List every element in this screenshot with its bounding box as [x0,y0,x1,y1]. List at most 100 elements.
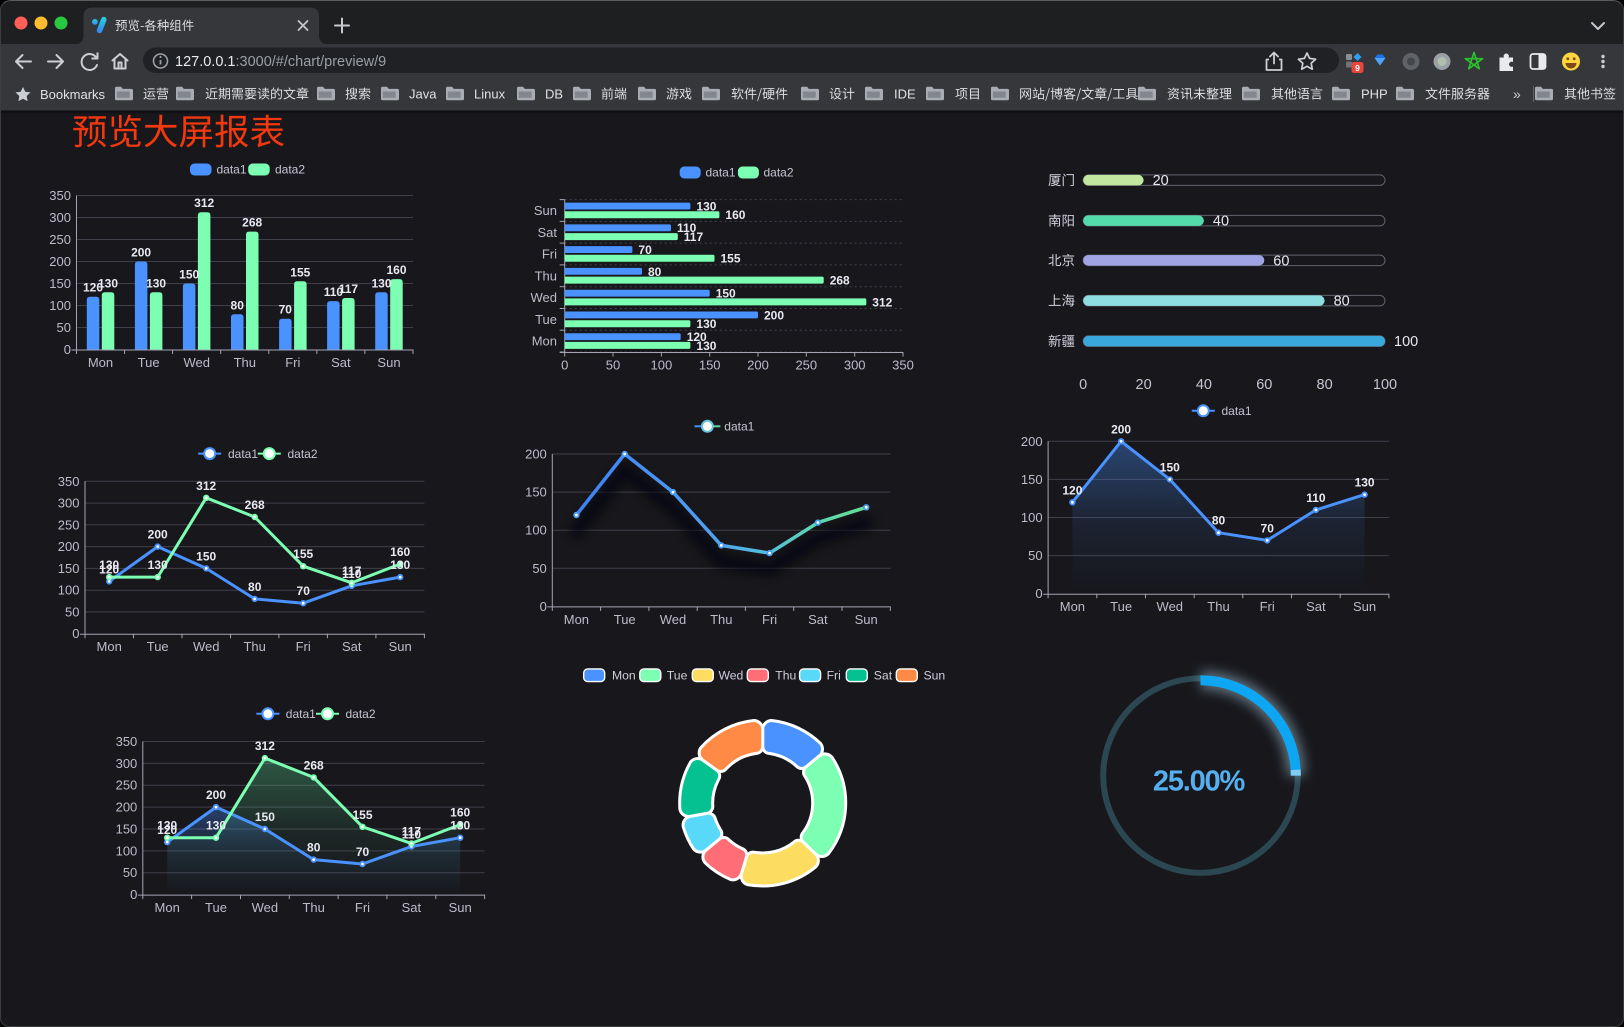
svg-text:250: 250 [795,358,817,373]
svg-text:Sun: Sun [389,639,412,654]
svg-text:50: 50 [606,358,620,373]
svg-text:120: 120 [1062,483,1082,497]
svg-text:Sat: Sat [402,900,422,915]
svg-text:Thu: Thu [243,639,265,654]
svg-text:Tue: Tue [205,900,227,915]
svg-text:130: 130 [157,819,177,833]
svg-text:200: 200 [58,539,80,554]
svg-text:150: 150 [255,810,275,824]
svg-text:Wed: Wed [660,612,687,627]
svg-text:100: 100 [116,843,138,858]
svg-text:160: 160 [386,263,406,277]
svg-text:Sat: Sat [1306,599,1326,614]
svg-text:150: 150 [49,276,71,291]
svg-text:250: 250 [116,778,138,793]
svg-text:Sun: Sun [924,668,946,682]
svg-text:200: 200 [1111,422,1131,436]
svg-text:300: 300 [58,496,80,511]
svg-text:Mon: Mon [532,334,557,349]
svg-text:130: 130 [146,276,166,290]
svg-text:Mon: Mon [97,639,122,654]
svg-text:150: 150 [1160,460,1180,474]
svg-text:200: 200 [1021,434,1043,449]
svg-text:100: 100 [651,358,673,373]
svg-text:70: 70 [297,584,311,598]
svg-text:120: 120 [99,562,119,576]
svg-text:Mon: Mon [564,612,589,627]
svg-text:Fri: Fri [285,355,300,370]
svg-text:100: 100 [58,583,80,598]
svg-text:127.0.0.1:3000/#/chart/preview: 127.0.0.1:3000/#/chart/preview/9 [175,54,386,70]
svg-text:data1: data1 [1222,404,1252,418]
svg-text:Tue: Tue [138,355,160,370]
svg-text:50: 50 [57,320,71,335]
svg-text:9: 9 [1355,63,1360,73]
svg-text:350: 350 [49,188,71,203]
svg-text:155: 155 [293,547,313,561]
svg-text:130: 130 [696,339,716,353]
svg-text:70: 70 [638,243,652,257]
svg-text:155: 155 [721,252,741,266]
svg-text:250: 250 [49,232,71,247]
svg-text:0: 0 [64,342,71,357]
svg-text:150: 150 [116,822,138,837]
svg-text:data2: data2 [288,447,318,461]
svg-text:200: 200 [49,254,71,269]
svg-text:100: 100 [1021,510,1043,525]
svg-text:200: 200 [148,528,168,542]
svg-text:150: 150 [716,287,736,301]
svg-text:200: 200 [525,447,547,462]
svg-text:130: 130 [148,558,168,572]
svg-text:312: 312 [194,196,214,210]
svg-text:80: 80 [1212,514,1226,528]
svg-text:data1: data1 [228,447,258,461]
svg-text:Sat: Sat [342,639,362,654]
svg-text:data1: data1 [724,420,754,434]
svg-text:117: 117 [342,564,362,578]
svg-text:350: 350 [116,734,138,749]
svg-text:Tue: Tue [667,668,688,682]
svg-text:Thu: Thu [234,355,256,370]
svg-text:Mon: Mon [155,900,180,915]
svg-text:150: 150 [699,358,721,373]
svg-text:200: 200 [206,788,226,802]
svg-text:20: 20 [1136,377,1152,393]
svg-text:Fri: Fri [542,247,557,262]
svg-text:110: 110 [677,221,697,235]
svg-text:Sun: Sun [377,355,400,370]
svg-text:130: 130 [206,819,226,833]
svg-text:Sun: Sun [449,900,472,915]
svg-text:268: 268 [245,498,265,512]
svg-text:Sun: Sun [534,203,557,218]
svg-text:70: 70 [356,845,370,859]
svg-text:20: 20 [1153,173,1169,189]
svg-text:268: 268 [830,274,850,288]
svg-text:Thu: Thu [775,668,796,682]
svg-text:60: 60 [1256,377,1272,393]
svg-text:150: 150 [1021,472,1043,487]
svg-text:110: 110 [402,828,422,842]
svg-text:Bookmarks: Bookmarks [40,87,106,102]
svg-text:120: 120 [157,823,177,837]
svg-text:130: 130 [696,317,716,331]
svg-text:Thu: Thu [710,612,732,627]
svg-text:data1: data1 [706,166,736,180]
svg-text:Tue: Tue [147,639,169,654]
svg-text:117: 117 [339,282,359,296]
svg-text:Sun: Sun [855,612,878,627]
svg-text:60: 60 [1273,253,1289,269]
svg-text:0: 0 [561,358,568,373]
svg-text:Sat: Sat [331,355,351,370]
svg-text:Mon: Mon [88,355,113,370]
svg-text:DB: DB [545,87,563,102]
svg-text:110: 110 [1306,491,1326,505]
svg-text:data2: data2 [346,707,376,721]
svg-text:data1: data1 [217,163,247,177]
svg-text:Thu: Thu [302,900,324,915]
svg-text:300: 300 [49,210,71,225]
svg-text:0: 0 [1035,586,1042,601]
svg-text:Fri: Fri [296,639,311,654]
svg-text:250: 250 [58,517,80,532]
svg-text:200: 200 [116,800,138,815]
svg-text:0: 0 [72,626,79,641]
